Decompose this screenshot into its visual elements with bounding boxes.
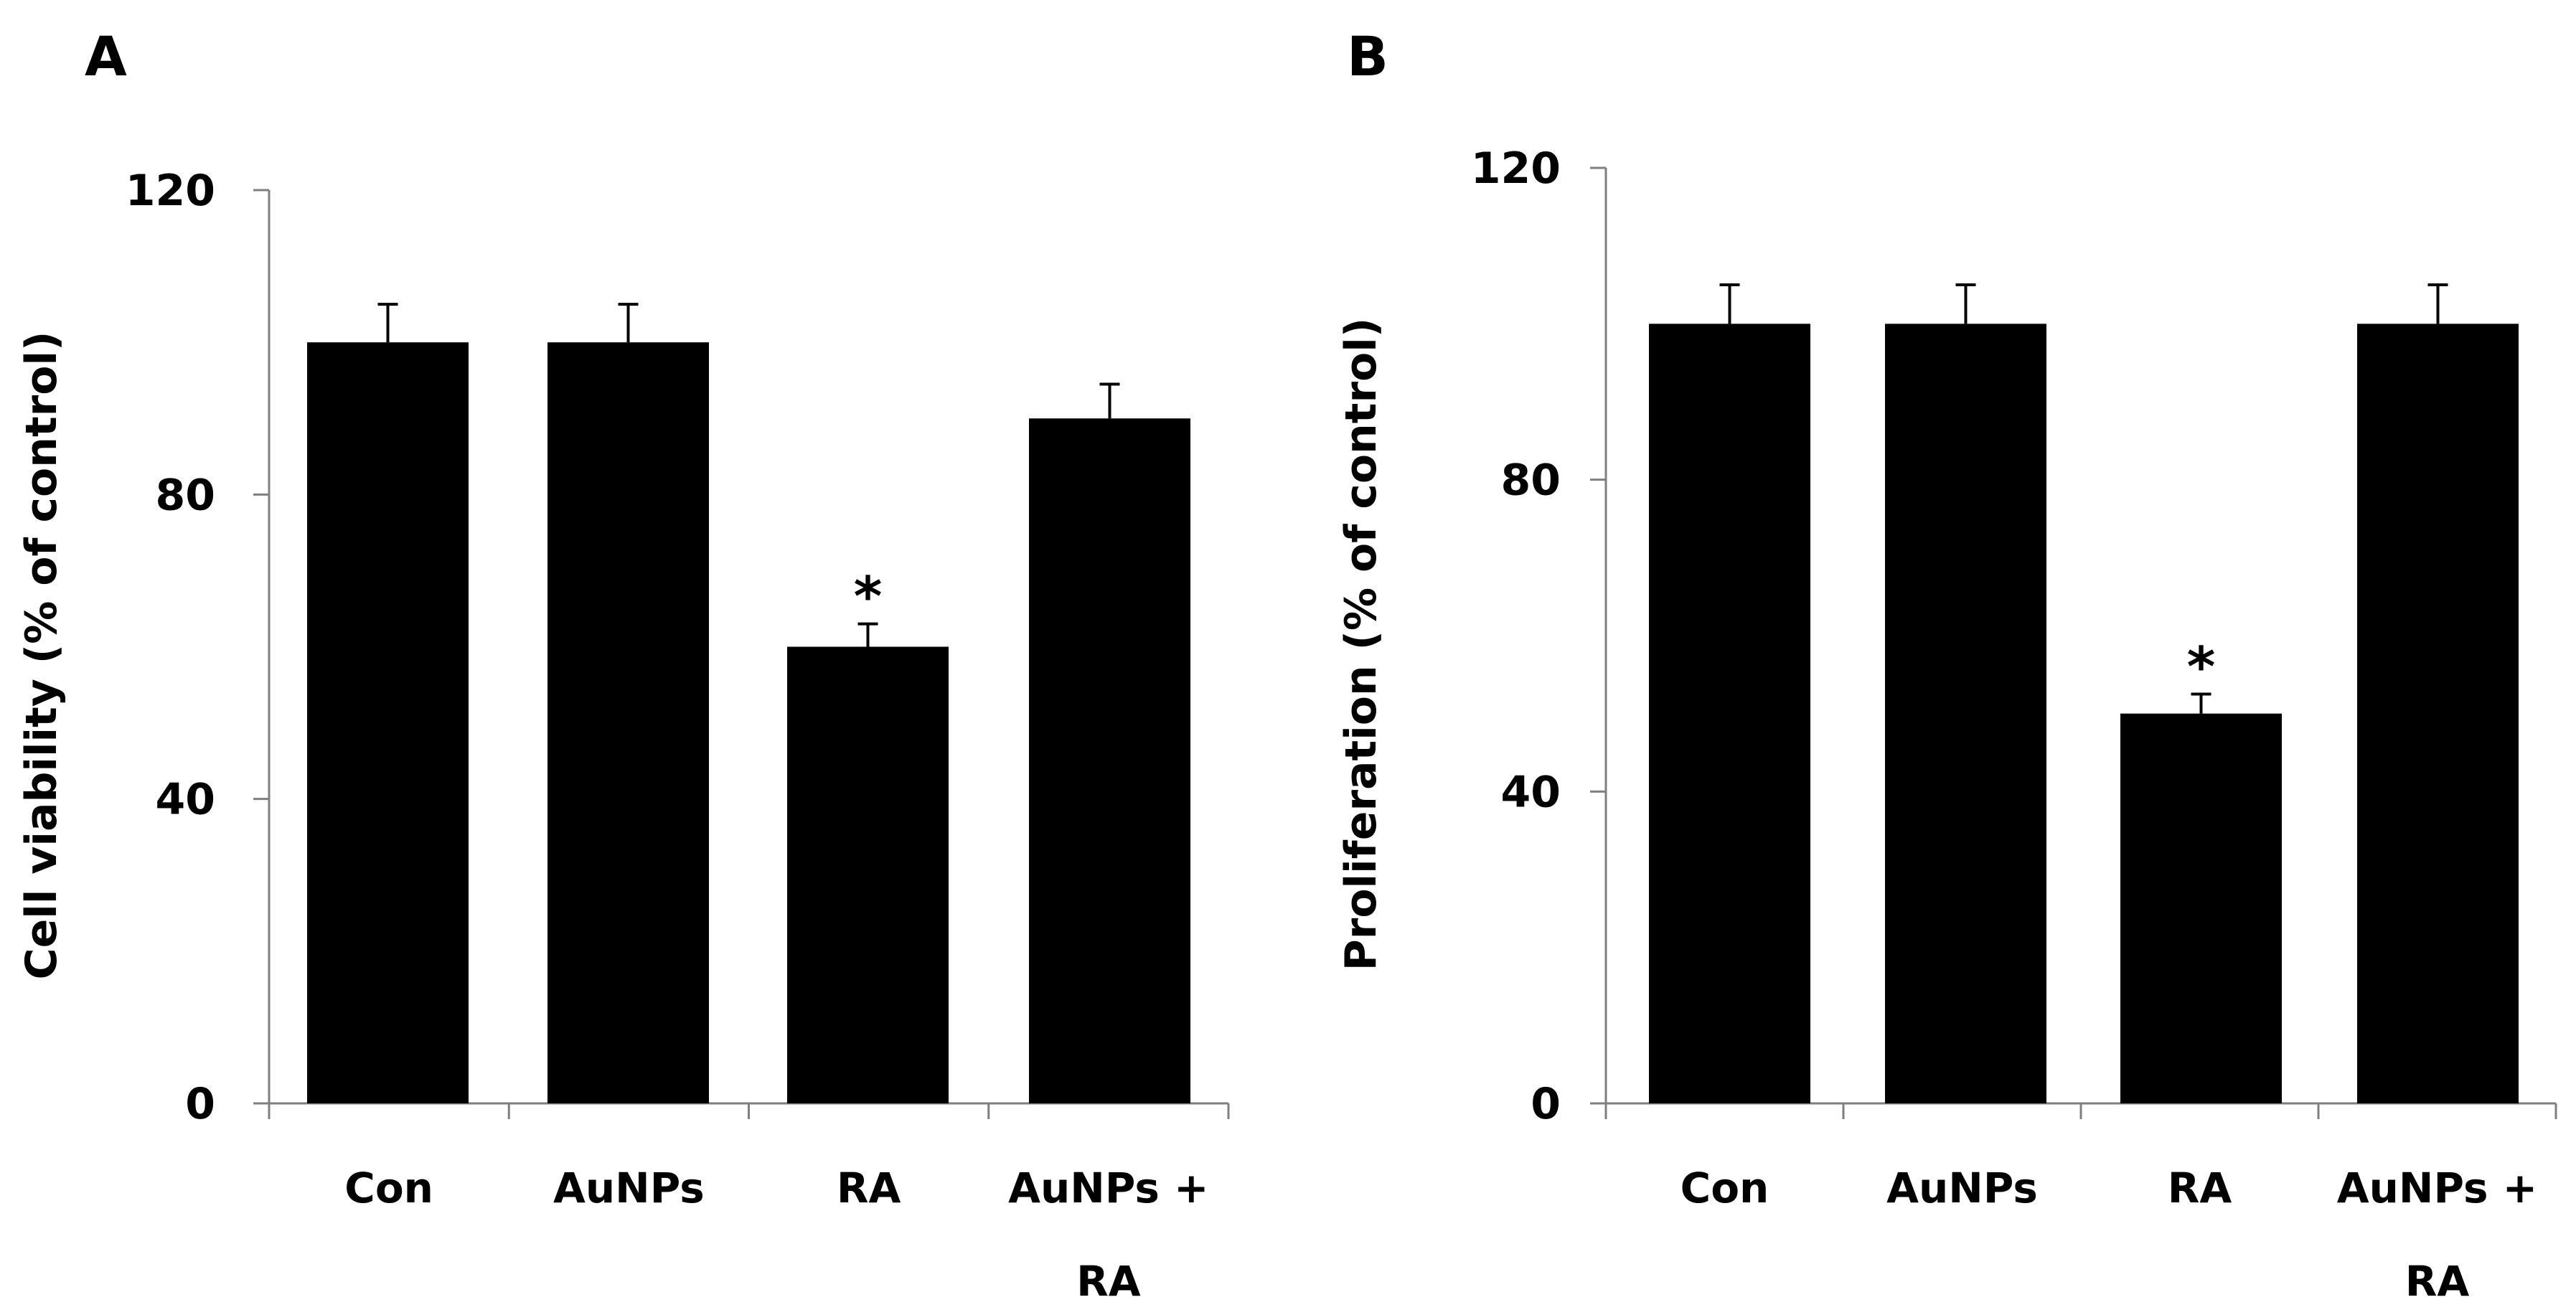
- y-tick-label: 120: [1471, 143, 1561, 194]
- category-label: AuNPs: [553, 1164, 705, 1212]
- category-label: AuNPs +: [2337, 1164, 2538, 1212]
- significance-marker: *: [2187, 635, 2216, 699]
- category-label: RA: [837, 1164, 901, 1212]
- y-tick-label: 0: [185, 1079, 215, 1129]
- bar: [307, 342, 469, 1104]
- y-tick-label: 40: [156, 775, 216, 825]
- bar: [547, 342, 709, 1104]
- bar: [1885, 324, 2046, 1103]
- significance-marker: *: [854, 565, 883, 628]
- category-label: RA: [1076, 1257, 1141, 1306]
- category-label: AuNPs +: [1008, 1164, 1209, 1212]
- y-tick-label: 40: [1501, 767, 1561, 817]
- chart-panel-a: A 0 40 80 120 Con AuNPs * RA AuNPs + RA Cell viabil…: [17, 24, 1230, 1306]
- category-label: Con: [1680, 1164, 1769, 1212]
- bar: [787, 646, 949, 1103]
- bar: [1649, 324, 1810, 1103]
- y-tick-label: 0: [1531, 1079, 1561, 1129]
- category-label: Con: [344, 1164, 433, 1212]
- bar: [2120, 713, 2282, 1103]
- category-label: RA: [2168, 1164, 2232, 1212]
- y-tick-label: 80: [156, 470, 216, 520]
- category-label: RA: [2405, 1257, 2470, 1306]
- panel-letter: B: [1347, 24, 1388, 88]
- y-axis-title: Cell viability (% of control): [17, 331, 67, 980]
- chart-panel-b: B 0 40 80 120 Con AuNPs * RA AuNPs + RA Proliferati…: [1336, 24, 2557, 1306]
- bar: [1029, 418, 1190, 1103]
- category-label: AuNPs: [1886, 1164, 2038, 1212]
- y-tick-label: 120: [126, 166, 215, 216]
- bar: [2357, 324, 2519, 1103]
- y-axis-title: Proliferation (% of control): [1336, 318, 1386, 971]
- y-tick-label: 80: [1501, 456, 1561, 506]
- panel-letter: A: [85, 24, 127, 88]
